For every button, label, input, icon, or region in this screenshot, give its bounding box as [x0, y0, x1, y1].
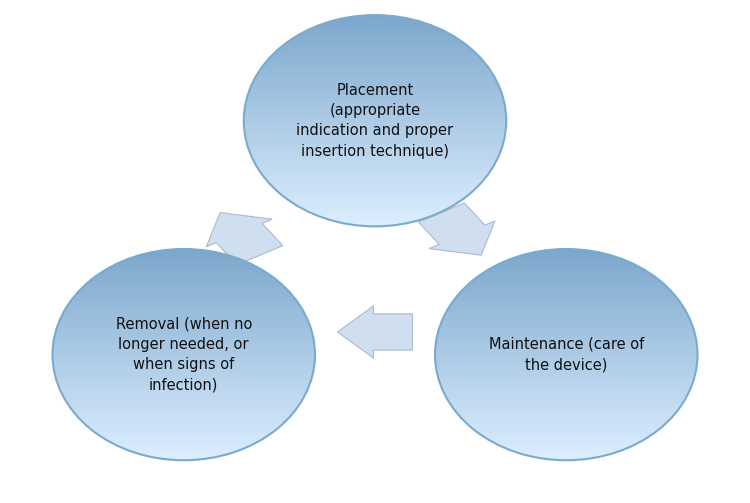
Polygon shape — [206, 213, 283, 265]
Text: Maintenance (care of
the device): Maintenance (care of the device) — [489, 337, 644, 372]
Polygon shape — [419, 203, 495, 255]
Text: Removal (when no
longer needed, or
when signs of
infection): Removal (when no longer needed, or when … — [116, 316, 252, 393]
Text: Placement
(appropriate
indication and proper
insertion technique): Placement (appropriate indication and pr… — [296, 82, 454, 159]
Polygon shape — [338, 306, 412, 358]
